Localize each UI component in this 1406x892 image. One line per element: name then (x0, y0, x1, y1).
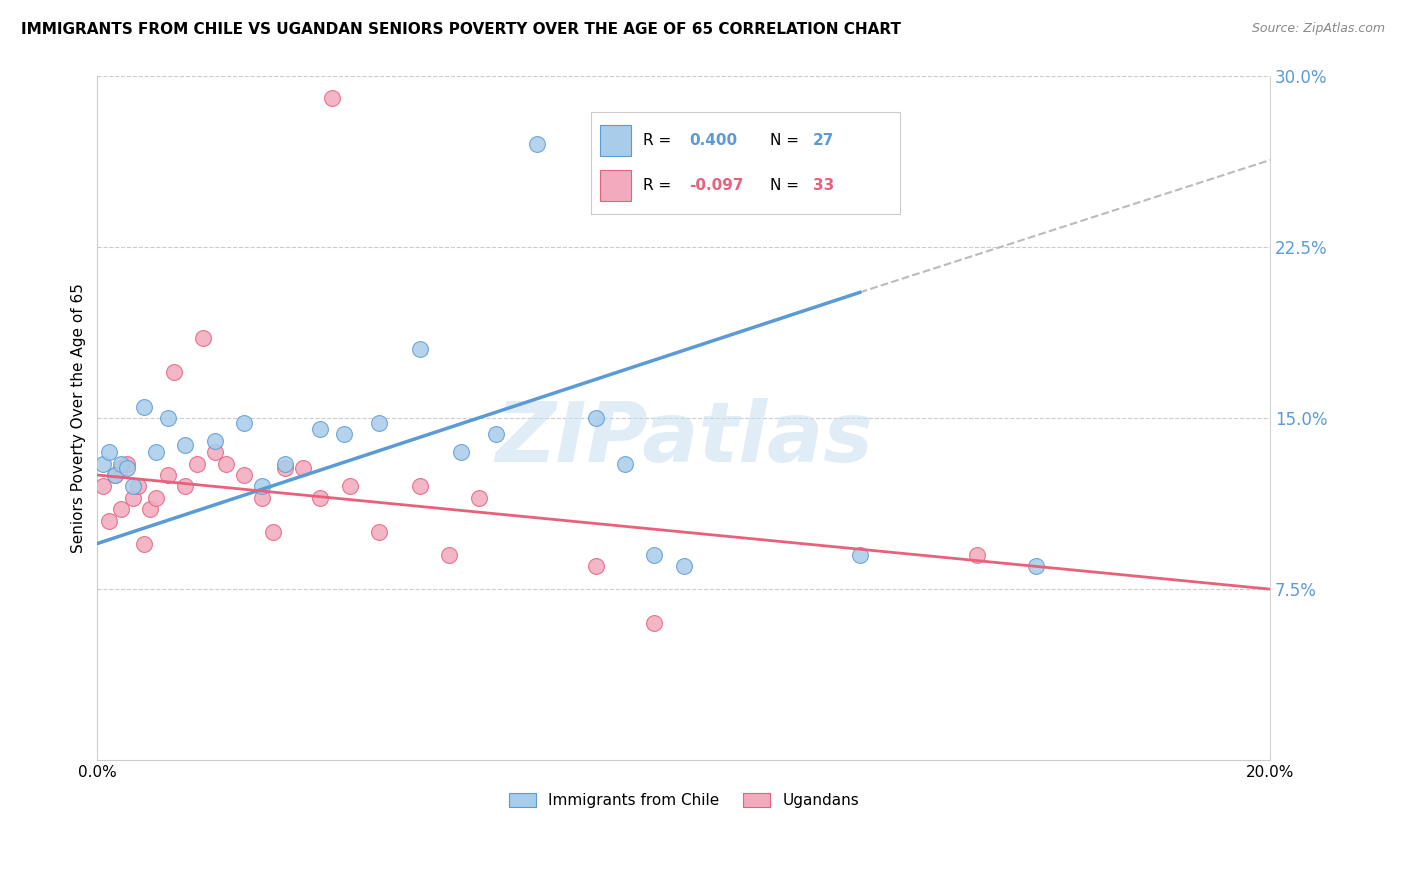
Point (526, 136, 548, 151)
Point (91, 479, 114, 493)
Bar (600, 125, 631, 155)
Point (643, 616, 665, 631)
Point (367, 416, 389, 430)
Point (966, 548, 988, 562)
Point (439, 548, 461, 562)
Point (467, 491, 489, 505)
Point (127, 479, 149, 493)
Point (134, 400, 156, 414)
Point (121, 479, 143, 493)
Point (215, 457, 238, 471)
Point (162, 365, 184, 379)
Point (848, 548, 870, 562)
Y-axis label: Seniors Poverty Over the Age of 65: Seniors Poverty Over the Age of 65 (72, 283, 86, 553)
Point (250, 479, 273, 493)
Point (291, 461, 314, 475)
Bar (600, 170, 631, 201)
Point (91, 457, 114, 471)
Point (309, 422, 332, 436)
Point (585, 559, 607, 574)
Text: -0.097: -0.097 (689, 178, 744, 193)
Point (115, 457, 138, 471)
Point (274, 461, 297, 475)
Point (145, 445, 167, 459)
Point (585, 411, 607, 425)
Point (614, 457, 637, 471)
Point (156, 468, 179, 483)
Point (98, 514, 121, 528)
Point (191, 331, 214, 345)
Text: IMMIGRANTS FROM CHILE VS UGANDAN SENIORS POVERTY OVER THE AGE OF 65 CORRELATION : IMMIGRANTS FROM CHILE VS UGANDAN SENIORS… (21, 22, 901, 37)
Point (332, 426, 354, 441)
Point (115, 461, 138, 475)
Text: N =: N = (770, 178, 804, 193)
Point (450, 445, 472, 459)
Point (233, 416, 256, 430)
Point (110, 502, 132, 516)
Text: 27: 27 (813, 133, 835, 148)
Point (139, 502, 162, 516)
Point (110, 457, 132, 471)
Point (98, 445, 121, 459)
Text: N =: N = (770, 133, 804, 148)
Point (134, 536, 156, 550)
Point (186, 457, 208, 471)
Point (233, 468, 256, 483)
Text: 33: 33 (813, 178, 835, 193)
Point (204, 434, 226, 448)
Point (309, 491, 332, 505)
Point (145, 491, 167, 505)
Text: R =: R = (643, 133, 676, 148)
Point (672, 559, 695, 574)
Legend: Immigrants from Chile, Ugandans: Immigrants from Chile, Ugandans (502, 787, 865, 814)
Text: ZIPatlas: ZIPatlas (495, 398, 873, 479)
Point (156, 411, 179, 425)
Point (409, 343, 432, 357)
Point (339, 479, 361, 493)
Point (204, 445, 226, 459)
Point (409, 479, 432, 493)
Point (121, 491, 143, 505)
Point (104, 468, 127, 483)
Point (485, 426, 508, 441)
Point (367, 525, 389, 540)
Point (174, 438, 197, 452)
Point (104, 468, 127, 483)
Point (274, 457, 297, 471)
Text: Source: ZipAtlas.com: Source: ZipAtlas.com (1251, 22, 1385, 36)
Text: R =: R = (643, 178, 676, 193)
Point (643, 548, 665, 562)
Point (321, 91, 343, 105)
Point (1025, 559, 1047, 574)
Point (110, 461, 132, 475)
Text: 0.400: 0.400 (689, 133, 738, 148)
Point (174, 479, 197, 493)
Point (250, 491, 273, 505)
Point (262, 525, 284, 540)
